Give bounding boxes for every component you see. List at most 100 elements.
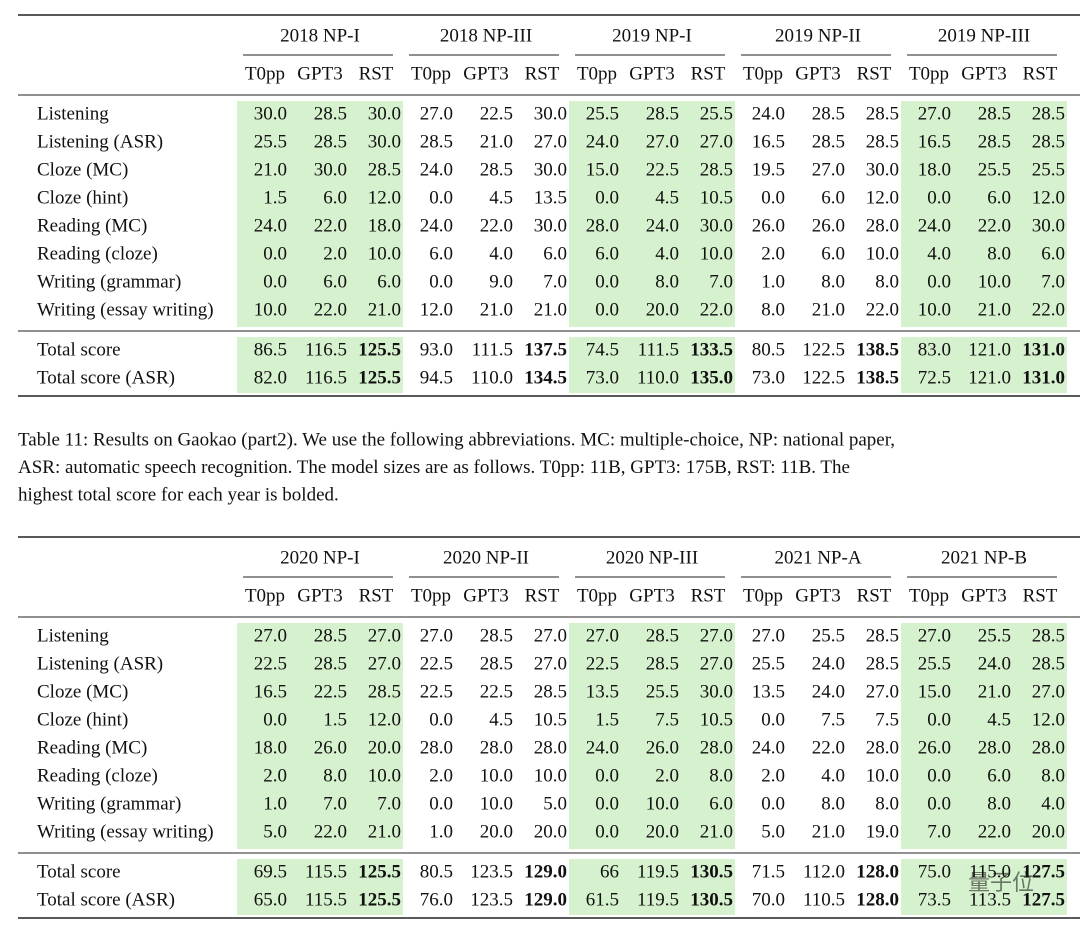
row-label: Listening (ASR) — [37, 131, 163, 152]
cell: 10.5 — [700, 709, 733, 730]
cell: 133.5 — [690, 339, 733, 360]
cell: 22.0 — [866, 299, 899, 320]
cell: 15.0 — [586, 159, 619, 180]
cell: 21.0 — [700, 821, 733, 842]
cell: 10.0 — [918, 299, 951, 320]
cell: 8.0 — [987, 243, 1011, 264]
cell: 121.0 — [968, 339, 1011, 360]
cell: 6.0 — [821, 243, 845, 264]
cell: 10.0 — [368, 765, 401, 786]
model-header: GPT3 — [961, 585, 1006, 606]
cell: 28.0 — [1032, 737, 1065, 758]
cell: 10.0 — [866, 243, 899, 264]
cell: 28.5 — [646, 653, 679, 674]
cell: 22.5 — [314, 681, 347, 702]
cell: 27.0 — [254, 625, 287, 646]
cell: 10.5 — [700, 187, 733, 208]
cell: 8.0 — [821, 271, 845, 292]
shade — [901, 859, 1067, 915]
row-label: Total score — [37, 861, 121, 882]
cell: 73.0 — [586, 367, 619, 388]
cell: 130.5 — [690, 861, 733, 882]
cell: 27.0 — [700, 625, 733, 646]
model-header: GPT3 — [297, 585, 342, 606]
shade — [237, 623, 403, 849]
cell: 24.0 — [812, 653, 845, 674]
cell: 1.5 — [595, 709, 619, 730]
cell: 24.0 — [586, 131, 619, 152]
shade — [237, 101, 403, 327]
model-header: RST — [359, 585, 394, 606]
cell: 80.5 — [420, 861, 453, 882]
cell: 8.0 — [709, 765, 733, 786]
cell: 7.0 — [709, 271, 733, 292]
row-label: Writing (grammar) — [37, 793, 181, 814]
cell: 22.0 — [314, 821, 347, 842]
cell: 4.0 — [489, 243, 513, 264]
cell: 122.5 — [802, 339, 845, 360]
cell: 134.5 — [524, 367, 567, 388]
cell: 27.0 — [646, 131, 679, 152]
cell: 30.0 — [314, 159, 347, 180]
cell: 22.5 — [420, 653, 453, 674]
cell: 22.5 — [420, 681, 453, 702]
cell: 25.5 — [646, 681, 679, 702]
model-header: RST — [857, 63, 892, 84]
cell: 18.0 — [254, 737, 287, 758]
cell: 0.0 — [761, 187, 785, 208]
group-header: 2019 NP-II — [775, 25, 861, 46]
cell: 28.5 — [646, 625, 679, 646]
cell: 8.0 — [323, 765, 347, 786]
cell: 24.0 — [586, 737, 619, 758]
cell: 24.0 — [420, 159, 453, 180]
cell: 69.5 — [254, 861, 287, 882]
row-label: Reading (cloze) — [37, 243, 158, 264]
cell: 4.0 — [821, 765, 845, 786]
model-header: T0pp — [577, 63, 617, 84]
group-header: 2019 NP-I — [612, 25, 692, 46]
cell: 26.0 — [812, 215, 845, 236]
row-label: Reading (MC) — [37, 215, 147, 236]
cell: 137.5 — [524, 339, 567, 360]
cell: 26.0 — [646, 737, 679, 758]
cell: 25.5 — [918, 653, 951, 674]
cell: 66 — [600, 861, 619, 882]
cell: 28.0 — [866, 737, 899, 758]
cell: 27.0 — [534, 625, 567, 646]
cell: 6.0 — [323, 187, 347, 208]
cell: 4.0 — [655, 243, 679, 264]
cell: 115.0 — [969, 861, 1011, 882]
cell: 4.5 — [489, 709, 513, 730]
cell: 22.5 — [646, 159, 679, 180]
cell: 21.0 — [480, 131, 513, 152]
model-header: RST — [857, 585, 892, 606]
cell: 16.5 — [918, 131, 951, 152]
cell: 26.0 — [752, 215, 785, 236]
cell: 28.0 — [420, 737, 453, 758]
cell: 28.5 — [480, 159, 513, 180]
cell: 7.0 — [323, 793, 347, 814]
cell: 123.5 — [470, 861, 513, 882]
cell: 73.0 — [752, 367, 785, 388]
cell: 6.0 — [543, 243, 567, 264]
cell: 6.0 — [377, 271, 401, 292]
cell: 25.5 — [978, 625, 1011, 646]
cell: 0.0 — [263, 271, 287, 292]
model-header: GPT3 — [795, 585, 840, 606]
cell: 76.0 — [420, 889, 453, 910]
cell: 115.5 — [305, 889, 347, 910]
row-label: Listening — [37, 103, 109, 124]
model-header: T0pp — [909, 585, 949, 606]
cell: 111.5 — [472, 339, 513, 360]
row-label: Writing (essay writing) — [37, 821, 214, 842]
cell: 0.0 — [263, 243, 287, 264]
cell: 125.5 — [358, 339, 401, 360]
model-header: T0pp — [411, 63, 451, 84]
group-header: 2018 NP-I — [280, 25, 360, 46]
cell: 110.0 — [637, 367, 679, 388]
cell: 24.0 — [812, 681, 845, 702]
cell: 4.5 — [987, 709, 1011, 730]
cell: 2.0 — [761, 765, 785, 786]
cell: 129.0 — [524, 861, 567, 882]
cell: 0.0 — [429, 709, 453, 730]
